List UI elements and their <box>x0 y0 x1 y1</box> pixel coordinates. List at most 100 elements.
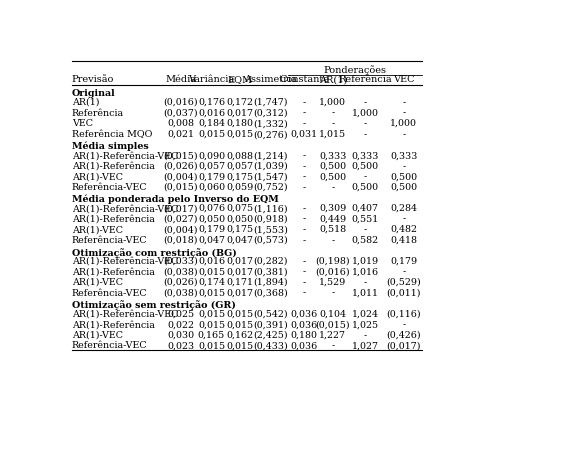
Text: (1,214): (1,214) <box>253 151 288 160</box>
Text: 0,075: 0,075 <box>226 204 253 213</box>
Text: 0,162: 0,162 <box>226 331 253 340</box>
Text: VEC: VEC <box>393 75 414 85</box>
Text: (0,033): (0,033) <box>163 257 198 266</box>
Text: (0,918): (0,918) <box>253 215 288 224</box>
Text: -: - <box>331 289 335 298</box>
Text: (0,015): (0,015) <box>315 320 350 329</box>
Text: (0,282): (0,282) <box>253 257 288 266</box>
Text: -: - <box>363 98 367 107</box>
Text: (0,015): (0,015) <box>163 183 198 192</box>
Text: -: - <box>363 173 367 181</box>
Text: 0,500: 0,500 <box>319 162 346 171</box>
Text: 1,000: 1,000 <box>352 108 379 118</box>
Text: (0,016): (0,016) <box>163 98 198 107</box>
Text: Constante: Constante <box>279 75 329 85</box>
Text: (0,368): (0,368) <box>253 289 288 298</box>
Text: 0,031: 0,031 <box>291 130 318 139</box>
Text: Referência: Referência <box>72 108 124 118</box>
Text: AR(1)-Referência: AR(1)-Referência <box>72 267 155 276</box>
Text: Referência-VEC: Referência-VEC <box>72 183 147 192</box>
Text: (1,747): (1,747) <box>253 98 288 107</box>
Text: 0,179: 0,179 <box>198 173 225 181</box>
Text: Variância: Variância <box>188 75 235 85</box>
Text: Original: Original <box>72 89 116 98</box>
Text: 1,529: 1,529 <box>319 278 346 287</box>
Text: (0,017): (0,017) <box>163 204 198 213</box>
Text: Referência-VEC: Referência-VEC <box>72 341 147 351</box>
Text: -: - <box>331 108 335 118</box>
Text: -: - <box>402 320 405 329</box>
Text: 0,449: 0,449 <box>319 215 346 224</box>
Text: 0,171: 0,171 <box>227 278 253 287</box>
Text: -: - <box>303 204 306 213</box>
Text: 1,000: 1,000 <box>319 98 346 107</box>
Text: (0,529): (0,529) <box>386 278 421 287</box>
Text: (0,116): (0,116) <box>387 310 421 319</box>
Text: -: - <box>303 215 306 224</box>
Text: 0,104: 0,104 <box>319 310 346 319</box>
Text: -: - <box>402 267 405 276</box>
Text: 0,015: 0,015 <box>226 341 253 351</box>
Text: 0,060: 0,060 <box>198 183 225 192</box>
Text: (0,381): (0,381) <box>253 267 288 276</box>
Text: 0,165: 0,165 <box>198 331 225 340</box>
Text: 1,011: 1,011 <box>352 289 379 298</box>
Text: (1,894): (1,894) <box>253 278 288 287</box>
Text: -: - <box>303 98 306 107</box>
Text: AR(1)-Referência-VEC: AR(1)-Referência-VEC <box>72 310 178 319</box>
Text: Referência-VEC: Referência-VEC <box>72 289 147 298</box>
Text: -: - <box>363 119 367 128</box>
Text: 0,036: 0,036 <box>290 341 318 351</box>
Text: 0,021: 0,021 <box>167 130 194 139</box>
Text: 0,015: 0,015 <box>198 341 225 351</box>
Text: 1,000: 1,000 <box>390 119 417 128</box>
Text: -: - <box>303 278 306 287</box>
Text: 0,179: 0,179 <box>198 225 225 234</box>
Text: 0,047: 0,047 <box>198 236 225 245</box>
Text: 1,025: 1,025 <box>352 320 379 329</box>
Text: Referência-VEC: Referência-VEC <box>72 236 147 245</box>
Text: -: - <box>331 236 335 245</box>
Text: Média ponderada pelo Inverso do EQM: Média ponderada pelo Inverso do EQM <box>72 195 278 204</box>
Text: (0,038): (0,038) <box>163 289 198 298</box>
Text: 0,023: 0,023 <box>167 341 194 351</box>
Text: (0,276): (0,276) <box>253 130 288 139</box>
Text: 0,017: 0,017 <box>227 108 253 118</box>
Text: 1,016: 1,016 <box>352 267 379 276</box>
Text: 0,551: 0,551 <box>352 215 379 224</box>
Text: (0,573): (0,573) <box>253 236 288 245</box>
Text: 0,090: 0,090 <box>198 151 225 160</box>
Text: AR(1)-VEC: AR(1)-VEC <box>72 225 122 234</box>
Text: 0,016: 0,016 <box>198 257 225 266</box>
Text: Otimização com restrição (BG): Otimização com restrição (BG) <box>72 247 236 258</box>
Text: AR(1): AR(1) <box>319 75 347 85</box>
Text: (0,026): (0,026) <box>163 162 198 171</box>
Text: AR(1)-Referência-VEC: AR(1)-Referência-VEC <box>72 151 178 160</box>
Text: VEC: VEC <box>72 119 93 128</box>
Text: (2,425): (2,425) <box>253 331 288 340</box>
Text: 0,059: 0,059 <box>226 183 253 192</box>
Text: Média: Média <box>165 75 196 85</box>
Text: -: - <box>303 183 306 192</box>
Text: 0,017: 0,017 <box>227 257 253 266</box>
Text: 0,016: 0,016 <box>198 108 225 118</box>
Text: 0,088: 0,088 <box>227 151 253 160</box>
Text: 0,015: 0,015 <box>226 310 253 319</box>
Text: (0,752): (0,752) <box>253 183 288 192</box>
Text: Previsão: Previsão <box>72 75 114 85</box>
Text: (1,332): (1,332) <box>253 119 288 128</box>
Text: (0,426): (0,426) <box>387 331 421 340</box>
Text: 0,333: 0,333 <box>390 151 417 160</box>
Text: -: - <box>303 257 306 266</box>
Text: 0,333: 0,333 <box>319 151 346 160</box>
Text: 0,172: 0,172 <box>227 98 253 107</box>
Text: AR(1)-VEC: AR(1)-VEC <box>72 278 122 287</box>
Text: 0,500: 0,500 <box>319 173 346 181</box>
Text: (0,027): (0,027) <box>163 215 198 224</box>
Text: 0,022: 0,022 <box>167 320 194 329</box>
Text: AR(1)-VEC: AR(1)-VEC <box>72 331 122 340</box>
Text: Referência MQO: Referência MQO <box>72 130 152 139</box>
Text: 0,418: 0,418 <box>390 236 417 245</box>
Text: AR(1): AR(1) <box>72 98 99 107</box>
Text: (0,312): (0,312) <box>253 108 288 118</box>
